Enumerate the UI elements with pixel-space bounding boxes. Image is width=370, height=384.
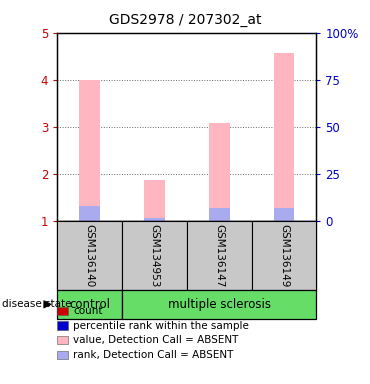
Bar [57,221,122,290]
Bar [79,206,100,221]
Bar [252,221,316,290]
Text: multiple sclerosis: multiple sclerosis [168,298,271,311]
Bar [209,123,229,221]
Text: GSM136140: GSM136140 [85,224,95,287]
Bar [209,208,229,221]
Text: value, Detection Call = ABSENT: value, Detection Call = ABSENT [73,335,238,345]
Text: count: count [73,306,102,316]
Text: GSM136147: GSM136147 [214,223,224,287]
Text: control: control [69,298,110,311]
Text: GDS2978 / 207302_at: GDS2978 / 207302_at [109,13,261,27]
Bar [122,221,187,290]
Text: percentile rank within the sample: percentile rank within the sample [73,321,249,331]
Bar [57,290,122,319]
Bar [187,221,252,290]
Bar [273,53,295,221]
Bar [122,290,316,319]
Bar [79,80,100,221]
Text: GSM136149: GSM136149 [279,223,289,287]
Text: disease state: disease state [2,299,71,310]
Bar [273,208,295,221]
Text: GSM134953: GSM134953 [149,223,159,287]
Text: rank, Detection Call = ABSENT: rank, Detection Call = ABSENT [73,350,233,360]
Bar [144,180,165,221]
Bar [144,217,165,221]
